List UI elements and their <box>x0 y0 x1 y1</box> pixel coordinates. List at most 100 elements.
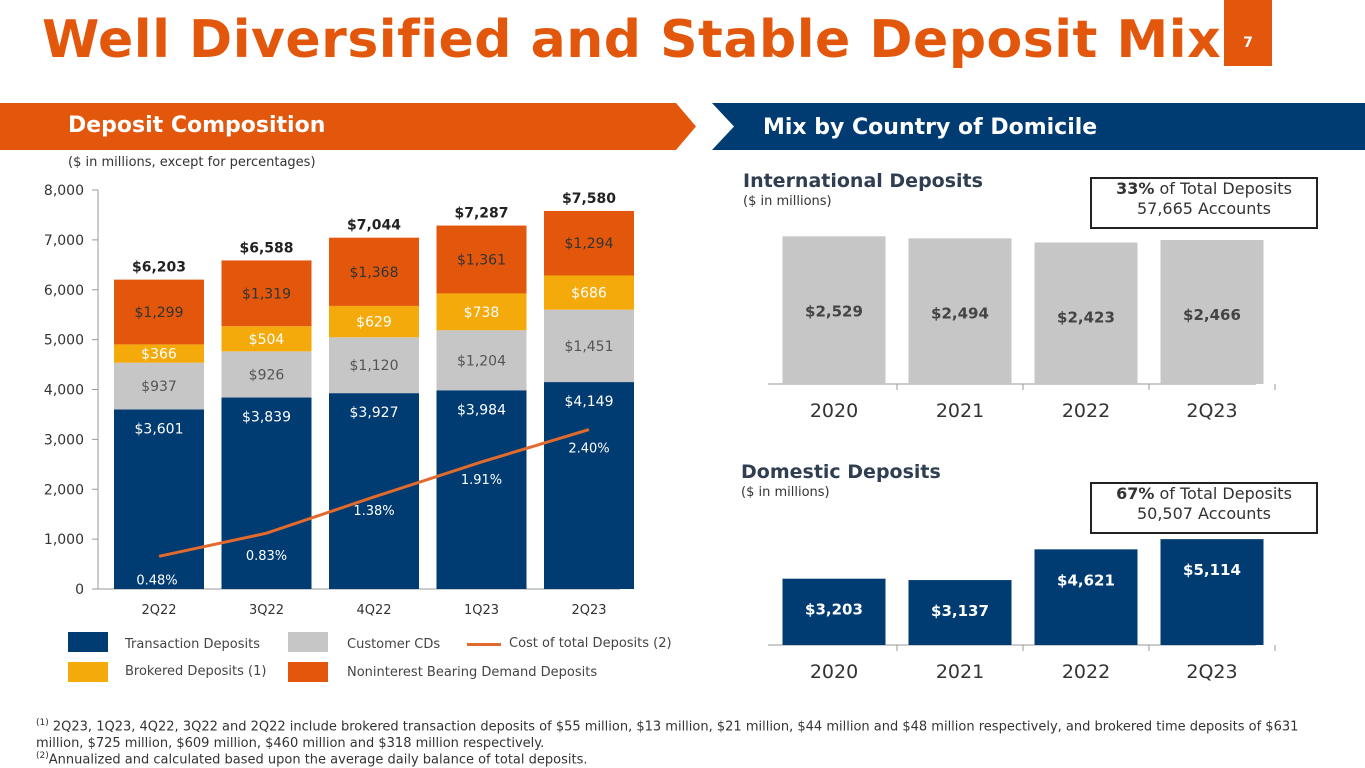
y-tick-label: 1,000 <box>44 532 84 548</box>
bar-value-label: $3,137 <box>931 602 989 620</box>
cost-label: 0.48% <box>136 573 177 588</box>
bar-segment-transaction-deposits <box>329 393 419 589</box>
bar-value-label: $2,466 <box>1183 306 1241 324</box>
x-tick-label: 2Q23 <box>1186 661 1237 683</box>
domestic-accounts: 50,507 Accounts <box>1136 504 1271 523</box>
data-label: $629 <box>356 315 392 331</box>
x-tick-label: 1Q23 <box>464 603 499 618</box>
bar <box>908 580 1012 645</box>
domestic-deposits-chart: $3,203 2020 $3,137 2021 $4,621 2022 $5,114 2Q23 <box>768 539 1276 683</box>
y-tick-label: 4,000 <box>44 383 84 399</box>
footnote-2-mark: (2) <box>36 751 49 761</box>
international-heading: International Deposits <box>743 170 983 192</box>
bar-segment-transaction-deposits <box>544 382 634 589</box>
legend-label-transaction: Transaction Deposits <box>125 637 260 652</box>
bar-segment-brokered-deposits <box>114 344 204 363</box>
total-label: $7,287 <box>454 206 508 222</box>
legend-label-cds: Customer CDs <box>347 637 441 652</box>
x-tick-label: 3Q22 <box>249 603 284 618</box>
slide-title: Well Diversified and Stable Deposit Mix <box>42 10 1222 70</box>
legend-label-cost: Cost of total Deposits <box>509 636 650 651</box>
bar <box>782 578 886 645</box>
legend-cost-footnote: (2) <box>653 636 672 651</box>
data-label: $366 <box>141 347 177 363</box>
footnote-1-mark: (1) <box>36 718 49 728</box>
international-units: ($ in millions) <box>743 194 832 209</box>
legend-brokered-footnote: (1) <box>248 664 267 679</box>
data-label: $1,368 <box>350 265 399 281</box>
legend-swatch-nib <box>288 662 328 682</box>
y-tick-label: 0 <box>75 582 84 598</box>
legend-cost-container: Cost of total Deposits (2) <box>509 636 672 651</box>
international-pct-text: of Total Deposits <box>1159 179 1292 198</box>
bar <box>1160 239 1264 384</box>
units-note: ($ in millions, except for percentages) <box>68 155 316 170</box>
bar <box>1034 242 1138 384</box>
deposit-composition-heading: Deposit Composition <box>68 113 326 138</box>
legend-label-nib: Noninterest Bearing Demand Deposits <box>347 665 598 680</box>
y-tick-label: 5,000 <box>44 333 84 349</box>
domestic-units: ($ in millions) <box>741 485 830 500</box>
cost-label: 0.83% <box>246 549 287 564</box>
bar-value-label: $5,114 <box>1183 561 1241 579</box>
x-tick-label: 2022 <box>1062 400 1110 422</box>
data-label: $3,927 <box>350 405 399 421</box>
data-label: $738 <box>464 305 500 321</box>
data-label: $3,601 <box>135 421 184 437</box>
international-deposits-chart: $2,529 2020 $2,494 2021 $2,423 2022 $2,466 2Q23 <box>768 236 1276 422</box>
bar <box>782 236 886 384</box>
data-label: $686 <box>571 286 607 302</box>
international-pct: 33% <box>1116 179 1155 198</box>
bar-segment-customer-cds <box>329 337 419 394</box>
bar <box>908 238 1012 384</box>
x-tick-label: 2020 <box>810 661 858 683</box>
bar-segment-noninterest-bearing-demand-deposits <box>221 260 312 327</box>
bar-segment-brokered-deposits <box>221 326 312 352</box>
data-label: $1,361 <box>457 253 506 269</box>
data-label: $1,451 <box>565 339 614 355</box>
bar-segment-customer-cds <box>221 351 312 398</box>
bar-segment-transaction-deposits <box>221 397 312 589</box>
legend-swatch-cost-line <box>467 643 501 646</box>
bar-segment-noninterest-bearing-demand-deposits <box>544 210 634 276</box>
x-tick-label: 2Q23 <box>1186 400 1237 422</box>
footnote-1: (1) 2Q23, 1Q23, 4Q22, 3Q22 and 2Q22 incl… <box>36 715 1336 752</box>
domestic-pct-text: of Total Deposits <box>1159 484 1292 503</box>
legend-brokered-container: Brokered Deposits (1) <box>125 664 266 679</box>
x-tick-label: 2Q22 <box>141 603 176 618</box>
y-tick-label: 2,000 <box>44 482 84 498</box>
data-label: $4,149 <box>565 394 614 410</box>
bar-segment-transaction-deposits <box>436 390 527 589</box>
bar-value-label: $2,494 <box>931 304 989 322</box>
bar-segment-brokered-deposits <box>436 293 527 331</box>
y-tick-label: 7,000 <box>44 233 84 249</box>
bar-segment-noninterest-bearing-demand-deposits <box>114 279 204 345</box>
x-tick-label: 2021 <box>936 661 984 683</box>
bar-segment-transaction-deposits <box>114 409 204 589</box>
total-label: $7,580 <box>562 191 616 207</box>
international-accounts: 57,665 Accounts <box>1136 199 1271 218</box>
footnote-2-text: Annualized and calculated based upon the… <box>48 752 588 768</box>
domestic-pct: 67% <box>1116 484 1155 503</box>
x-tick-label: 2021 <box>936 400 984 422</box>
bar-segment-customer-cds <box>544 309 634 383</box>
page-number: 7 <box>1224 0 1272 66</box>
bar-segment-noninterest-bearing-demand-deposits <box>329 237 419 306</box>
total-label: $6,588 <box>239 240 293 256</box>
bar <box>1034 549 1138 645</box>
bar <box>1160 539 1264 645</box>
total-label: $6,203 <box>132 260 186 276</box>
footnote-2: (2)Annualized and calculated based upon … <box>36 748 1336 768</box>
bar-value-label: $3,203 <box>805 601 863 619</box>
bar-segment-customer-cds <box>114 362 204 410</box>
cost-label: 1.91% <box>461 473 502 488</box>
domestic-callout: 67% of Total Deposits 50,507 Accounts <box>1090 482 1318 534</box>
deposit-composition-banner <box>0 103 696 150</box>
data-label: $3,839 <box>242 410 291 426</box>
legend-swatch-brokered <box>68 662 108 682</box>
footnote-1-text: 2Q23, 1Q23, 4Q22, 3Q22 and 2Q22 include … <box>36 719 1299 752</box>
deposit-composition-chart: 0 1,000 2,000 3,000 4,000 5,000 6,000 7,000 8,00… <box>44 183 634 618</box>
bar-value-label: $4,621 <box>1057 571 1115 589</box>
data-label: $1,294 <box>565 236 614 252</box>
bar-segment-brokered-deposits <box>329 305 419 338</box>
